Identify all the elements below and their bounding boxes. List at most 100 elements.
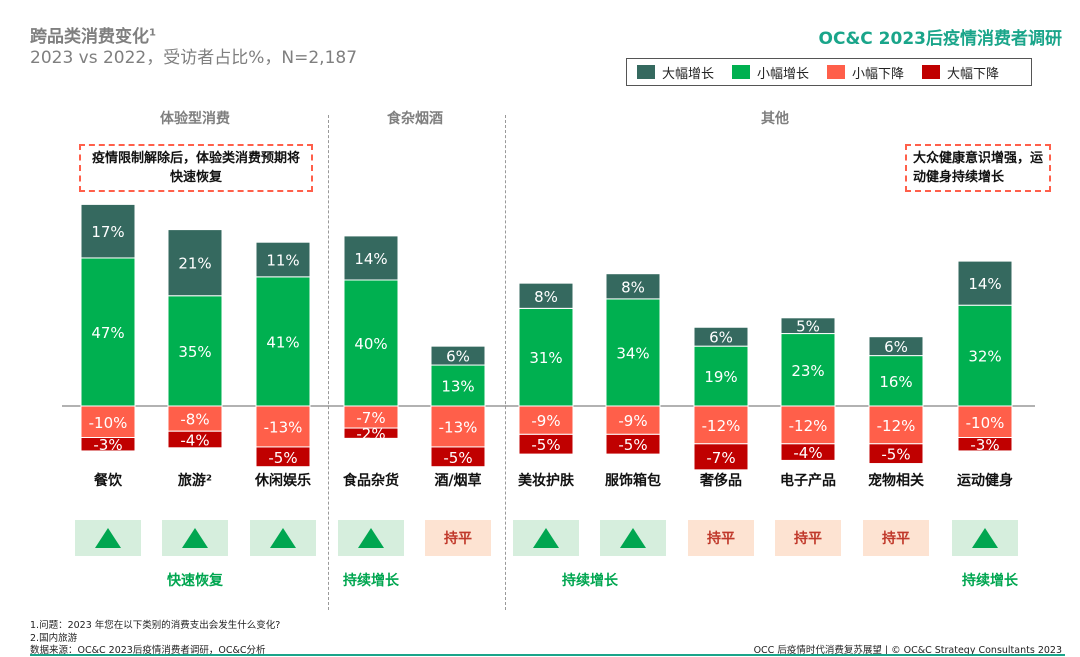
bar-segment-big-down: [343, 427, 399, 439]
legend-item: 大幅下降: [922, 63, 999, 82]
flat-indicator: 持平: [425, 520, 491, 556]
bar-stack: 32% 14% -10% -3%: [957, 260, 1013, 454]
flat-label: 持平: [882, 531, 910, 547]
bar-segment-big-up: [80, 203, 136, 259]
growth-indicator: [162, 520, 228, 556]
bar-segment-small-down: [780, 405, 836, 445]
data-label: 40%: [354, 335, 387, 353]
growth-indicator: [338, 520, 404, 556]
bar-segment-small-down: [518, 405, 574, 435]
data-label: -4%: [793, 444, 822, 462]
data-label: 14%: [968, 275, 1001, 293]
trend-label: 持续增长: [343, 573, 399, 589]
data-label: -5%: [268, 449, 297, 467]
footnote: 2.国内旅游: [30, 633, 78, 644]
bar-stack: 41% 11% -13% -5%: [255, 241, 311, 468]
triangle-up-icon: [270, 528, 296, 548]
growth-indicator: [952, 520, 1018, 556]
legend-item: 小幅增长: [732, 63, 809, 82]
data-label: 6%: [446, 348, 470, 366]
flat-indicator: 持平: [688, 520, 754, 556]
data-label: 34%: [616, 344, 649, 362]
bar-segment-small-up: [255, 276, 311, 407]
data-label: 8%: [621, 278, 645, 296]
data-label: -13%: [264, 418, 303, 436]
flat-indicator: 持平: [863, 520, 929, 556]
bar-segment-big-down: [957, 437, 1013, 452]
trend-label: 持续增长: [962, 573, 1018, 589]
data-label: 6%: [709, 329, 733, 347]
data-label: -10%: [966, 414, 1005, 432]
data-label: 35%: [178, 343, 211, 361]
brand-title: OC&C 2023后疫情消费者调研: [818, 29, 1062, 49]
flat-label: 持平: [794, 531, 822, 547]
bar-segment-big-down: [518, 433, 574, 455]
data-source: 数据来源：OC&C 2023后疫情消费者调研，OC&C分析: [30, 645, 266, 656]
slide-subtitle: 2023 vs 2022，受访者占比%，N=2,187: [30, 48, 358, 68]
bar-stack: 19% 6% -12% -7%: [693, 326, 749, 471]
bar-stack: 31% 8% -9% -5%: [518, 282, 574, 455]
bar-segment-small-up: [167, 295, 223, 407]
legend-item: 大幅增长: [637, 63, 714, 82]
group-divider: [328, 115, 329, 610]
flat-indicator: 持平: [775, 520, 841, 556]
category-label: 服饰箱包: [605, 472, 661, 489]
bar-stack: 35% 21% -8% -4%: [167, 229, 223, 450]
data-label: -5%: [531, 436, 560, 454]
trend-label: 快速恢复: [167, 573, 223, 589]
footnote: 1.问题：2023 年您在以下类别的消费支出会发生什么变化?: [30, 620, 281, 631]
data-label: 5%: [796, 318, 820, 336]
bar-segment-small-up: [518, 307, 574, 407]
footer-line: [30, 654, 1065, 656]
footer-copyright: OCC 后疫情时代消费复苏展望 | © OC&C Strategy Consul…: [753, 645, 1062, 656]
slide-title: 跨品类消费变化1: [30, 27, 156, 47]
bar-segment-big-down: [693, 443, 749, 471]
data-label: 6%: [884, 338, 908, 356]
triangle-up-icon: [620, 528, 646, 548]
bar-segment-small-up: [80, 257, 136, 407]
group-label: 食杂烟酒: [387, 111, 443, 127]
bar-stack: 34% 8% -9% -5%: [605, 273, 661, 455]
data-label: -12%: [789, 417, 828, 435]
data-label: -5%: [881, 446, 910, 464]
data-label: 32%: [968, 348, 1001, 366]
data-label: 17%: [91, 223, 124, 241]
triangle-up-icon: [358, 528, 384, 548]
growth-indicator: [250, 520, 316, 556]
bar-stack: 40% 14% -7%-2%: [343, 235, 399, 443]
bar-stack: 47% 17% -10% -3%: [80, 203, 136, 454]
data-label: -12%: [702, 417, 741, 435]
bar-segment-small-up: [343, 279, 399, 407]
bar-segment-small-down: [693, 405, 749, 445]
category-label: 美妆护肤: [518, 472, 575, 489]
bar-segment-big-down: [167, 430, 223, 449]
growth-indicator: [600, 520, 666, 556]
data-label: -5%: [618, 436, 647, 454]
bar-segment-big-down: [255, 446, 311, 468]
data-label: -4%: [180, 432, 209, 450]
data-label: 23%: [791, 362, 824, 380]
legend: 大幅增长 小幅增长 小幅下降 大幅下降: [626, 58, 1032, 86]
bar-segment-big-down: [780, 443, 836, 461]
category-label: 运动健身: [957, 472, 1013, 489]
data-label: -8%: [180, 411, 209, 429]
growth-indicator: [75, 520, 141, 556]
bar-stack: 16% 6% -12% -5%: [868, 336, 924, 465]
group-label: 其他: [761, 111, 789, 127]
bar-segment-small-down: [255, 405, 311, 448]
data-label: 41%: [266, 333, 299, 351]
triangle-up-icon: [95, 528, 121, 548]
data-label: 11%: [266, 252, 299, 270]
group-label: 体验型消费: [160, 111, 230, 127]
bar-segment-small-down: [430, 405, 486, 448]
triangle-up-icon: [972, 528, 998, 548]
bar-segment-small-up: [780, 333, 836, 407]
data-label: -13%: [439, 418, 478, 436]
category-label: 食品杂货: [343, 472, 399, 489]
trend-label: 持续增长: [562, 573, 618, 589]
data-label: -9%: [531, 412, 560, 430]
bar-segment-big-up: [255, 241, 311, 278]
bar-segment-big-up: [780, 317, 836, 335]
data-label: -2%: [356, 425, 385, 443]
